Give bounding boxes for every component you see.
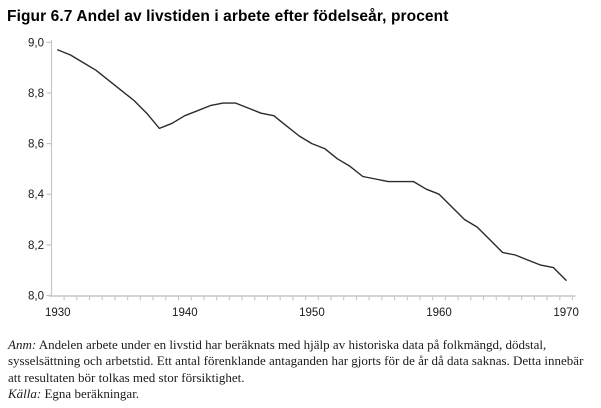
x-tick-label: 1930 (45, 307, 71, 319)
figure-notes: Anm: Andelen arbete under en livstid har… (8, 337, 595, 403)
y-tick-label: 8,6 (28, 139, 44, 151)
y-tick-label: 8,2 (28, 240, 44, 252)
x-tick-label: 1970 (553, 307, 579, 319)
y-tick-label: 8,8 (28, 88, 44, 100)
y-tick-label: 8,0 (28, 291, 44, 303)
data-series-line (57, 49, 567, 281)
line-chart: 8,0 8,2 8,4 8,6 8,8 9,0 1930 1940 1950 1960 1970 (28, 37, 579, 319)
note-anm: Anm: Andelen arbete under en livstid har… (8, 337, 595, 386)
note-anm-label: Anm: (8, 337, 37, 352)
note-source-text: Egna beräkningar. (44, 386, 140, 402)
figure-title: Figur 6.7 Andel av livstiden i arbete ef… (7, 8, 449, 25)
note-anm-text: Andelen arbete under en livstid har berä… (8, 337, 584, 385)
note-source: Källa: Egna beräkningar. (8, 386, 595, 402)
x-tick-label: 1940 (172, 307, 198, 319)
x-tick-label: 1950 (299, 307, 325, 319)
note-source-label: Källa: (8, 386, 42, 402)
y-tick-label: 9,0 (28, 37, 44, 49)
x-tick-label: 1960 (426, 307, 452, 319)
y-tick-label: 8,4 (28, 189, 45, 201)
